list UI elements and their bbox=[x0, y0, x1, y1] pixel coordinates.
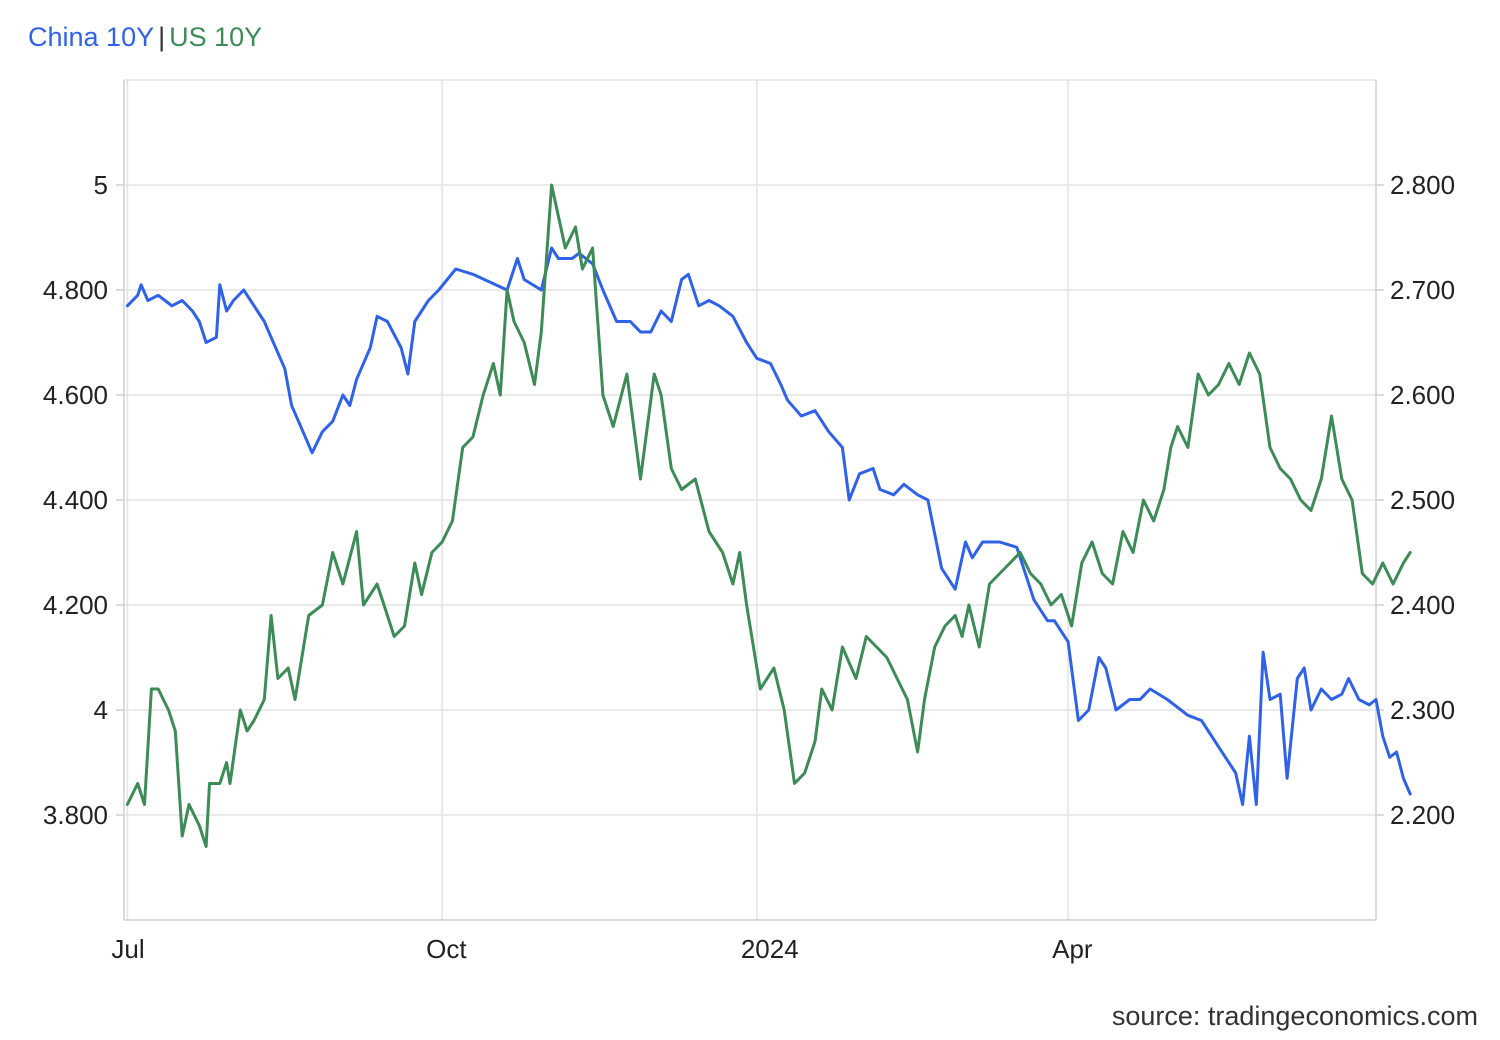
left-axis-ticks: 3.800 4 4.200 4.400 4.600 4.800 5 bbox=[43, 170, 108, 830]
left-tick-label: 4 bbox=[94, 695, 108, 725]
x-axis-ticks: Jul Oct 2024 Apr bbox=[111, 934, 1093, 964]
right-tick-label: 2.200 bbox=[1390, 800, 1455, 830]
left-tick-label: 4.400 bbox=[43, 485, 108, 515]
series-lines bbox=[125, 183, 1412, 848]
right-tick-label: 2.400 bbox=[1390, 590, 1455, 620]
right-tick-label: 2.300 bbox=[1390, 695, 1455, 725]
china-10y-line bbox=[125, 246, 1412, 806]
legend-us-10y[interactable]: US 10Y bbox=[169, 22, 263, 52]
right-tick-label: 2.600 bbox=[1390, 380, 1455, 410]
x-tick-label: Jul bbox=[111, 934, 144, 964]
us-10y-line bbox=[125, 183, 1412, 848]
left-tick-label: 5 bbox=[94, 170, 108, 200]
legend-china-10y[interactable]: China 10Y bbox=[28, 22, 155, 52]
x-tick-label: Apr bbox=[1052, 934, 1093, 964]
gridlines bbox=[116, 79, 1384, 920]
legend-separator: | bbox=[158, 22, 166, 52]
right-tick-label: 2.500 bbox=[1390, 485, 1455, 515]
x-tick-label: Oct bbox=[426, 934, 467, 964]
left-tick-label: 4.800 bbox=[43, 275, 108, 305]
left-tick-label: 4.600 bbox=[43, 380, 108, 410]
right-tick-label: 2.800 bbox=[1390, 170, 1455, 200]
axes bbox=[123, 80, 1377, 921]
left-tick-label: 4.200 bbox=[43, 590, 108, 620]
left-tick-label: 3.800 bbox=[43, 800, 108, 830]
x-tick-label: 2024 bbox=[741, 934, 799, 964]
right-tick-label: 2.700 bbox=[1390, 275, 1455, 305]
source-credit: source: tradingeconomics.com bbox=[1111, 1001, 1478, 1031]
chart-legend: China 10Y | US 10Y bbox=[28, 22, 262, 53]
right-axis-ticks: 2.200 2.300 2.400 2.500 2.600 2.700 2.800 bbox=[1390, 170, 1455, 830]
